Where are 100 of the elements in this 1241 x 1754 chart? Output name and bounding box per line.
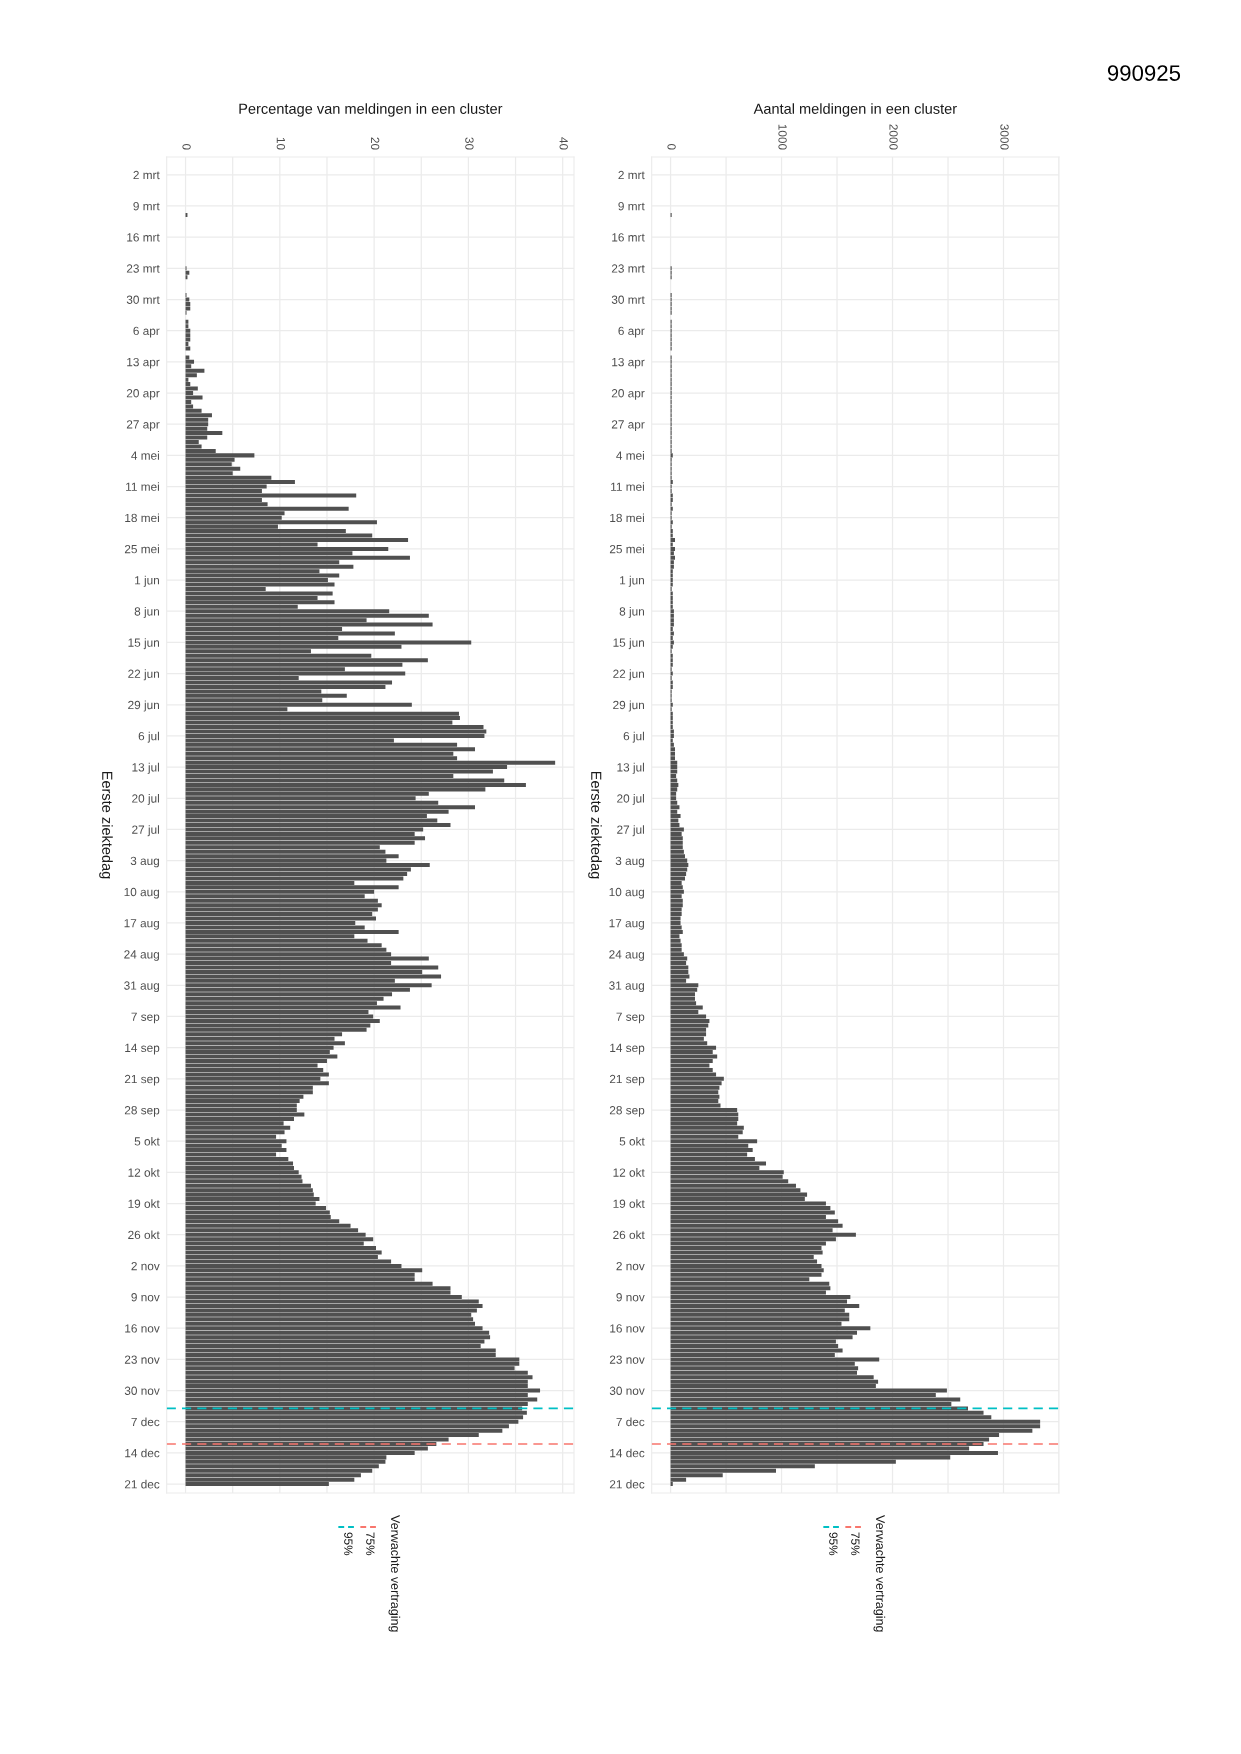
bar: [185, 729, 487, 734]
bar: [670, 1130, 743, 1135]
y-tick-label: 13 apr: [127, 357, 160, 369]
bar: [670, 840, 683, 845]
legend-title: Verwachte vertraging: [873, 1515, 886, 1632]
y-tick-label: 4 mei: [131, 451, 159, 460]
bar: [185, 431, 223, 436]
bar: [185, 1125, 291, 1130]
bar: [670, 920, 681, 925]
bar: [185, 537, 409, 542]
bar: [670, 925, 682, 930]
bar: [670, 1388, 947, 1393]
bar: [670, 956, 688, 961]
y-tick-label: 6 apr: [133, 326, 160, 338]
bar: [670, 1027, 707, 1032]
y-tick-label: 29 jun: [128, 700, 159, 712]
bar: [670, 1397, 961, 1402]
y-tick-label: 14 sep: [610, 1043, 645, 1055]
bar: [185, 1143, 282, 1148]
y-tick-label: 30 nov: [609, 1386, 645, 1395]
bar: [670, 640, 674, 645]
y-tick-label: 20 jul: [132, 794, 159, 806]
y-tick-label: 28 sep: [609, 1106, 645, 1117]
bar: [670, 1344, 839, 1349]
y-tick-label: 1 jun: [135, 575, 159, 587]
y-tick-label: 17 aug: [124, 919, 159, 930]
bar: [670, 916, 681, 921]
bar: [185, 631, 395, 636]
y-tick-label: 7 sep: [131, 1012, 160, 1024]
bar: [670, 1063, 710, 1068]
bar: [670, 1223, 843, 1228]
bar: [185, 854, 399, 859]
bar: [185, 1112, 305, 1117]
y-tick-label: 7 dec: [131, 1417, 160, 1427]
bar: [185, 582, 335, 587]
bar: [185, 1139, 287, 1144]
bar: [670, 903, 683, 908]
bar: [185, 591, 333, 596]
bar: [185, 1210, 330, 1215]
bar: [670, 1108, 738, 1113]
y-axis-title: Eerste ziektedag: [588, 771, 602, 879]
y-tick-label: 14 sep: [125, 1043, 160, 1055]
y-tick-label: 9 mrt: [133, 202, 160, 211]
bar: [670, 1281, 830, 1286]
bar: [670, 929, 683, 934]
bar: [185, 702, 412, 707]
bar: [670, 947, 682, 952]
bar: [185, 600, 335, 605]
bar: [670, 1094, 720, 1099]
bar: [185, 1188, 313, 1193]
legend-title: Verwachte vertraging: [388, 1515, 401, 1632]
bar: [670, 1112, 739, 1117]
y-tick-label: 9 nov: [616, 1293, 645, 1302]
x-tick-label: 0: [182, 143, 191, 150]
bar: [185, 480, 295, 485]
y-tick-label: 21 dec: [124, 1479, 160, 1489]
y-tick-label: 20 apr: [611, 389, 645, 400]
bar: [670, 961, 687, 966]
x-tick-label: 3000: [1000, 124, 1009, 150]
bar: [670, 1192, 808, 1197]
bar: [185, 929, 399, 934]
bar: [670, 1295, 851, 1300]
bar: [185, 907, 378, 912]
bar: [185, 760, 556, 765]
y-tick-label: 30 nov: [124, 1386, 160, 1395]
bar: [670, 969, 689, 974]
bar: [670, 858, 688, 863]
x-tick-label: 0: [667, 143, 676, 150]
bar: [185, 876, 404, 881]
bar: [185, 1361, 520, 1366]
bar: [670, 1357, 880, 1362]
bar: [185, 947, 387, 952]
bar: [670, 974, 690, 979]
bar: [185, 520, 377, 525]
y-tick-label: 23 mrt: [611, 264, 645, 273]
bar: [185, 1197, 320, 1202]
y-tick-label: 14 dec: [610, 1448, 645, 1458]
bar: [185, 1410, 527, 1415]
bar: [185, 1161, 294, 1166]
y-tick-label: 3 aug: [130, 856, 159, 868]
y-tick-label: 2 nov: [616, 1261, 645, 1271]
bar: [670, 551, 674, 556]
bar: [670, 1268, 824, 1273]
bar: [670, 1424, 1041, 1429]
y-tick-label: 28 sep: [124, 1106, 160, 1117]
bar: [185, 1237, 374, 1242]
bar: [670, 831, 682, 836]
bar: [185, 413, 212, 418]
bar: [670, 983, 699, 988]
bar: [670, 898, 683, 903]
y-tick-label: 23 nov: [124, 1355, 160, 1364]
y-tick-label: 31 aug: [124, 981, 159, 993]
bar: [670, 1014, 707, 1019]
bar: [670, 622, 674, 627]
bar: [670, 987, 698, 992]
bar: [185, 956, 429, 961]
bar: [670, 854, 685, 859]
bar: [185, 1335, 491, 1340]
bar: [670, 1219, 839, 1224]
bar: [185, 564, 354, 569]
